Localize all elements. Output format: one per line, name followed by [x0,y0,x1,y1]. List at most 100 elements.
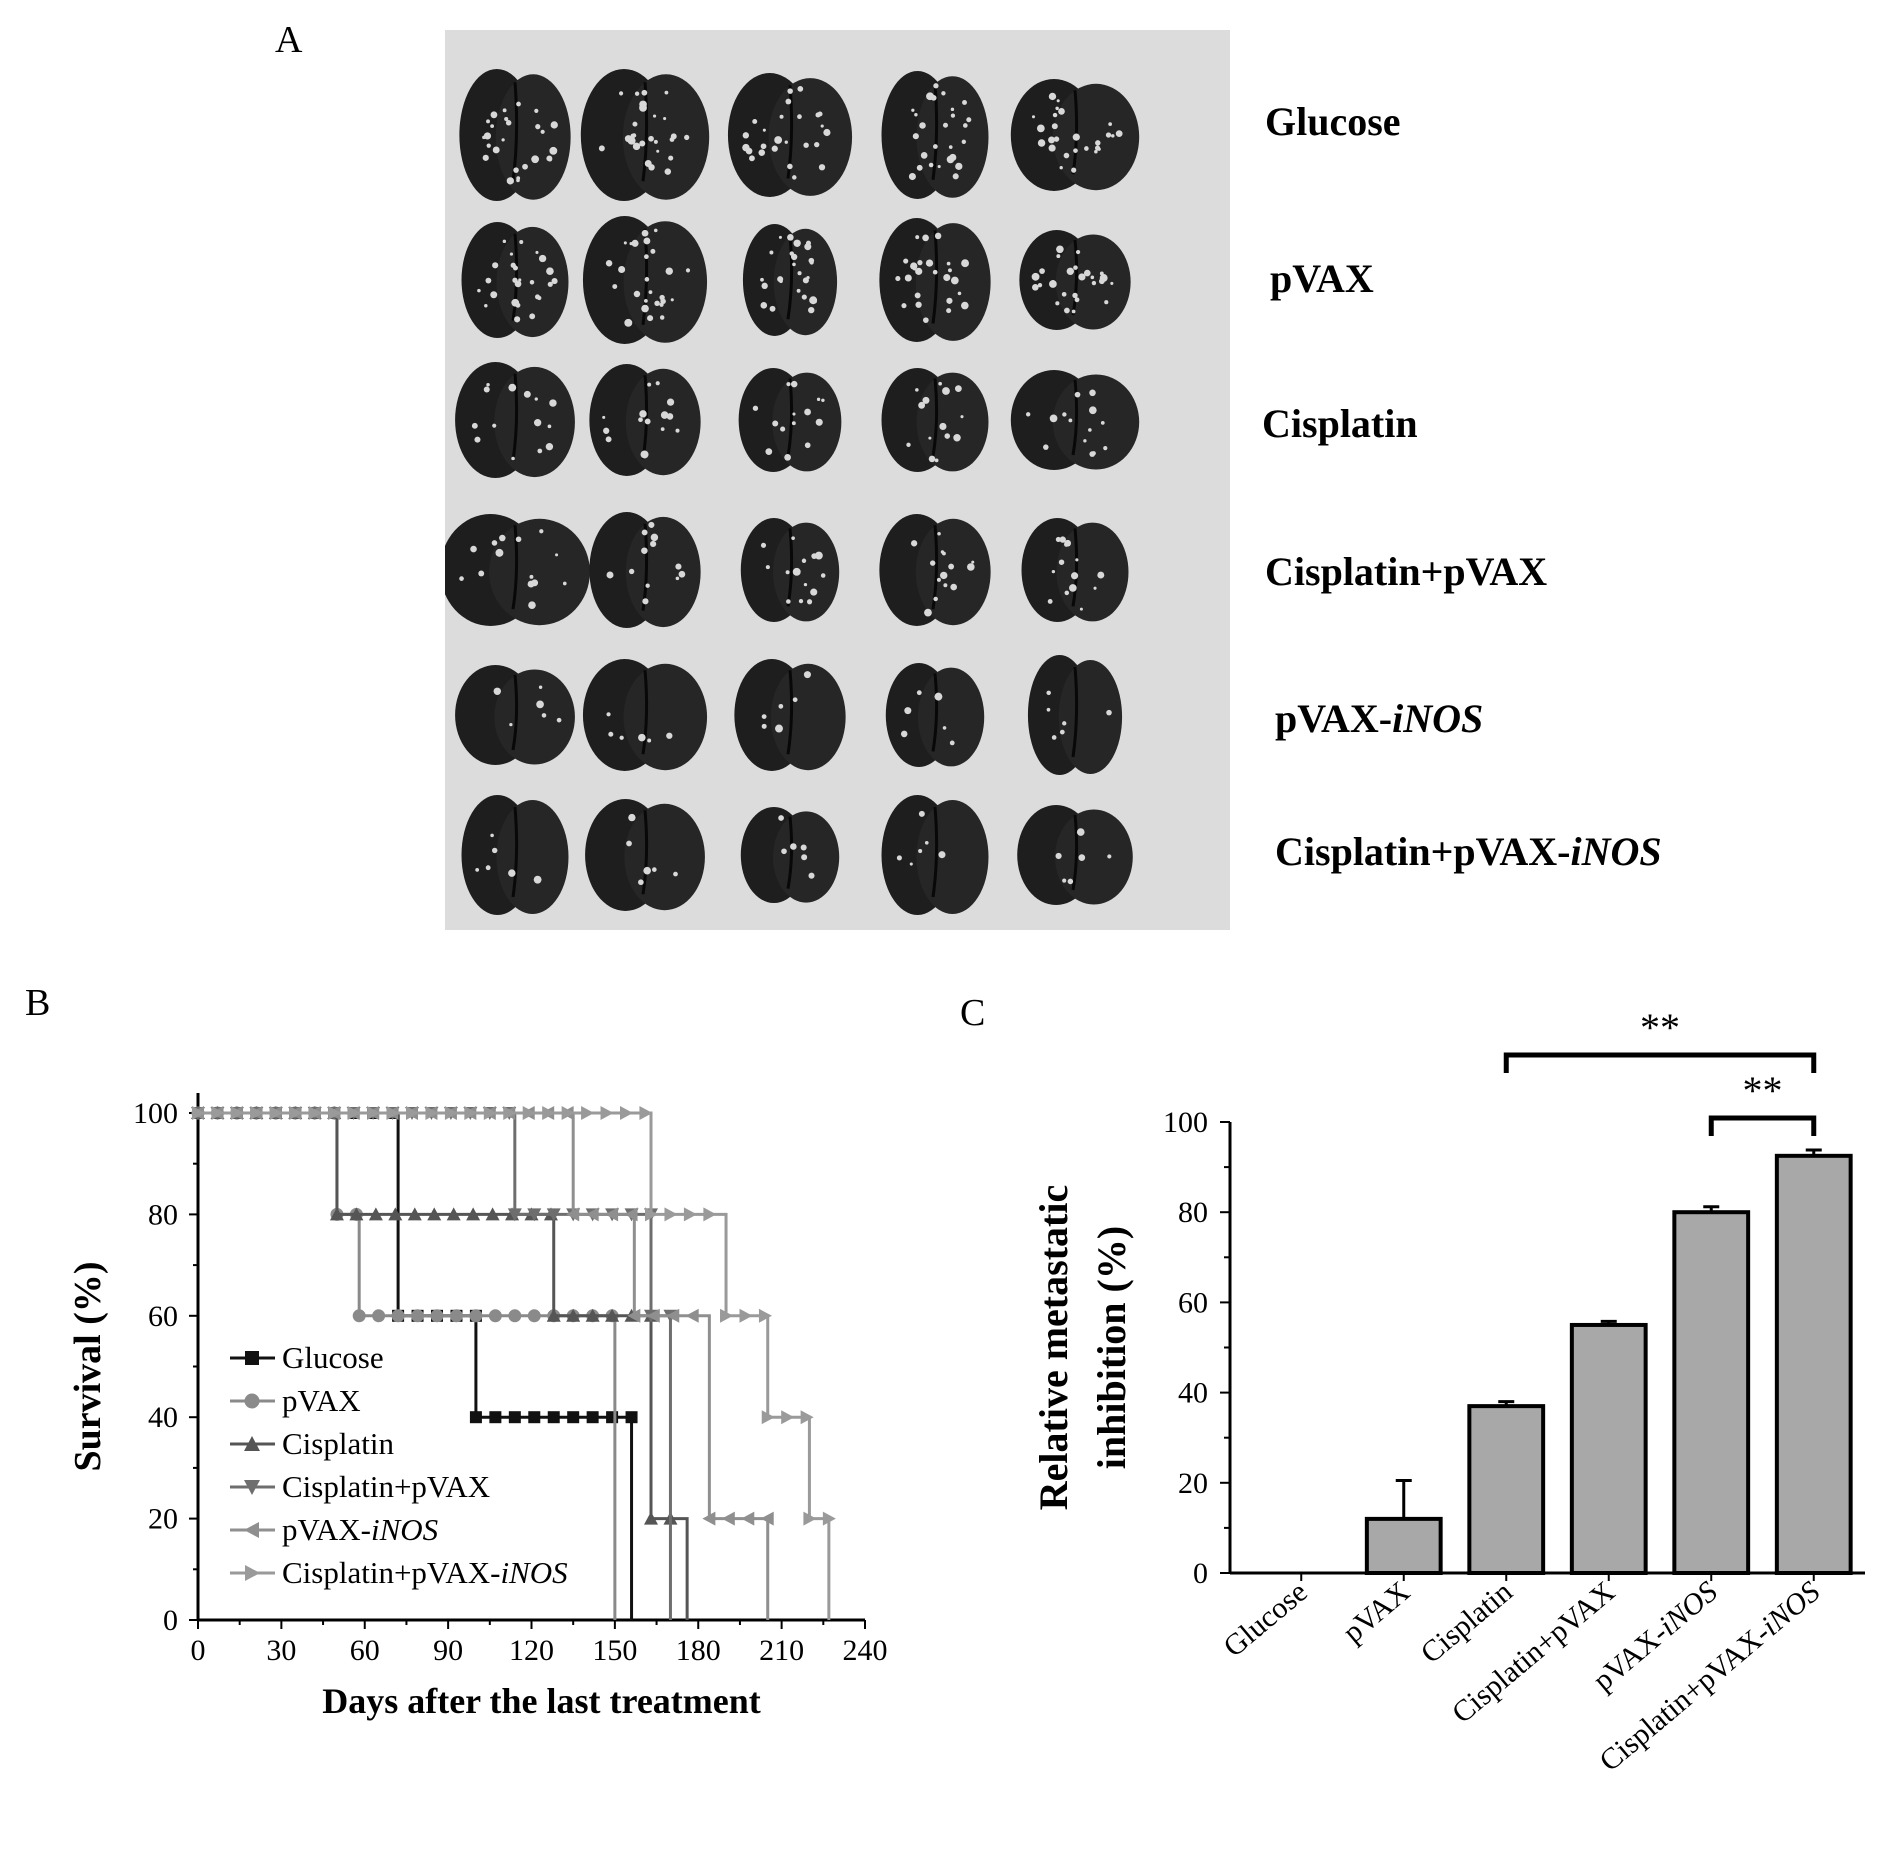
data-point-marker [566,1207,580,1222]
lung-specimen [1010,79,1140,191]
legend-label: Cisplatin+pVAX [282,1469,490,1504]
lung-specimen [589,512,701,628]
data-point-marker [585,1308,600,1322]
data-point-marker [245,1565,260,1581]
data-point-marker [464,1106,478,1120]
data-point-marker [425,1106,439,1120]
x-tick-label: pVAX [1337,1575,1417,1649]
x-axis-label: Days after the last treatment [322,1681,761,1721]
lung-specimen [459,69,571,201]
data-point-marker [289,1106,303,1120]
legend-label-text: Cisplatin [282,1426,394,1461]
lung-specimen [1027,655,1123,775]
legend-label-gene: iNOS [500,1555,567,1590]
data-point-marker [308,1106,322,1120]
legend-label-text: Cisplatin+pVAX- [282,1555,500,1590]
lung-specimen [461,222,569,338]
data-point-marker [542,1106,556,1120]
bar [1672,1210,1751,1575]
y-axis-label-line2: inhibition (%) [1089,1226,1134,1469]
data-point-marker [567,1411,580,1424]
legend-label: Cisplatin [282,1426,394,1461]
data-point-marker [585,1207,599,1222]
legend: Glucose pVAX Cisplatin Cisplatin+pVAX pVAX-i… [230,1340,568,1590]
x-tick-label: 90 [433,1634,463,1667]
data-point-marker [244,1436,260,1451]
bar [1467,1404,1546,1575]
group-label: Cisplatin [1262,400,1418,447]
data-point-marker [192,1106,205,1120]
y-tick-label: 0 [163,1604,178,1637]
data-point-marker [405,1106,419,1120]
y-tick-label: 0 [1193,1557,1208,1590]
survival-series [191,1106,689,1620]
group-label-text: Cisplatin+pVAX [1265,549,1548,594]
data-point-marker [244,1393,260,1409]
data-point-marker [244,1522,259,1538]
legend-label: pVAX-iNOS [282,1512,438,1547]
data-point-marker [329,1207,344,1221]
legend-item: Glucose [230,1340,384,1375]
bracket-line [1708,1115,1817,1136]
lung-specimen [1019,230,1131,330]
lung-specimen [455,362,575,478]
data-point-marker [646,1308,660,1323]
legend-label-text: Cisplatin+pVAX [282,1469,490,1504]
data-point-marker [546,1208,561,1222]
data-point-marker [800,1410,814,1425]
data-point-marker [527,1309,541,1323]
y-tick-label: 80 [148,1198,178,1231]
data-point-marker [721,1511,735,1526]
data-point-marker [245,1351,259,1365]
group-label: Cisplatin+pVAX [1265,548,1547,595]
legend-label-text: Glucose [282,1340,384,1375]
data-point-marker [407,1207,422,1221]
legend-label: pVAX [282,1383,361,1418]
lung-specimen [589,364,701,476]
x-tick-label: 30 [266,1634,296,1667]
significance-label: ** [1743,1068,1783,1113]
data-point-marker [508,1309,522,1323]
lung-specimens-image [440,69,1140,915]
lung-specimen [885,663,985,767]
data-point-marker [522,1106,536,1120]
data-point-marker [469,1309,483,1323]
bar [1774,1153,1853,1575]
data-point-marker [485,1207,500,1221]
y-tick-label: 100 [1163,1106,1208,1139]
data-point-marker [758,1308,772,1323]
data-point-marker [760,1511,774,1526]
lung-specimen [1021,518,1129,622]
data-point-marker [244,1480,260,1495]
legend-label-gene: iNOS [371,1512,438,1547]
survival-series [191,1106,774,1620]
data-point-marker [822,1511,836,1526]
data-point-marker [683,1207,697,1222]
data-point-marker [444,1106,458,1120]
data-point-marker [367,1106,381,1120]
group-label: pVAX-iNOS [1275,695,1483,742]
group-label-gene: iNOS [1570,829,1662,874]
data-point-marker [328,1106,342,1120]
legend-label: Glucose [282,1340,384,1375]
data-point-marker [703,1207,717,1222]
legend-item: Cisplatin [230,1426,394,1461]
y-tick-label: 60 [1178,1286,1208,1319]
x-tick-label: 210 [759,1634,804,1667]
lung-specimen [740,807,840,903]
lung-specimen [881,71,989,199]
data-point-marker [720,1308,734,1323]
y-tick-label: 100 [133,1097,178,1130]
data-point-marker [547,1411,560,1424]
data-point-marker [645,1207,659,1222]
data-point-marker [627,1308,641,1323]
y-tick-label: 80 [1178,1196,1208,1229]
group-label-gene: iNOS [1392,696,1484,741]
panel-a-letter: A [275,19,303,61]
data-point-marker [739,1308,753,1323]
data-point-marker [427,1207,442,1221]
data-point-marker [269,1106,283,1120]
data-point-marker [586,1411,599,1424]
data-point-marker [349,1207,364,1221]
panel-c-letter: C [960,992,985,1034]
